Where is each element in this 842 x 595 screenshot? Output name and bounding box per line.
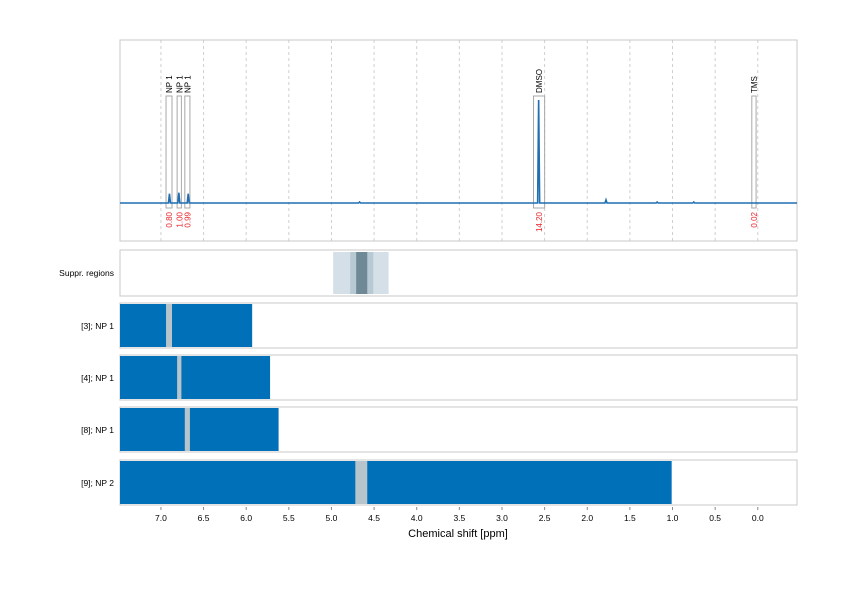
x-tick-label: 2.5 bbox=[539, 513, 551, 523]
x-tick-label: 0.0 bbox=[752, 513, 764, 523]
annotation-label: TMS bbox=[750, 76, 759, 93]
annotation-label: NP 1 bbox=[165, 75, 174, 93]
annotation-label: DMSO bbox=[535, 69, 544, 93]
annotation-box bbox=[533, 95, 546, 209]
x-tick-label: 7.0 bbox=[155, 513, 167, 523]
track-gap bbox=[177, 356, 182, 399]
x-tick-label: 0.5 bbox=[709, 513, 721, 523]
track-bar bbox=[120, 461, 672, 504]
track-bar bbox=[120, 304, 253, 347]
annotation-label: NP 1 bbox=[175, 75, 184, 93]
integral-value: 1.00 bbox=[175, 211, 184, 227]
track-label: [3]; NP 1 bbox=[81, 321, 114, 331]
x-tick-label: 4.0 bbox=[411, 513, 423, 523]
x-tick-label: 6.0 bbox=[240, 513, 252, 523]
integral-value: 0.99 bbox=[183, 211, 192, 227]
annotation-box bbox=[751, 95, 757, 209]
integral-value: 0.02 bbox=[750, 211, 759, 227]
track-gap bbox=[355, 461, 368, 504]
track-gap bbox=[184, 408, 190, 451]
annotation-label: NP 1 bbox=[183, 75, 192, 93]
integral-value: 14.20 bbox=[535, 211, 544, 232]
annotation-box bbox=[184, 95, 191, 209]
track-label: [4]; NP 1 bbox=[81, 373, 114, 383]
integral-value: 0.80 bbox=[165, 211, 174, 227]
suppression-label: Suppr. regions bbox=[59, 268, 114, 278]
suppression-frame bbox=[119, 249, 798, 297]
annotation-box bbox=[165, 95, 173, 209]
spectrum-frame bbox=[119, 39, 798, 242]
x-tick-label: 3.5 bbox=[453, 513, 465, 523]
x-tick-label: 6.5 bbox=[198, 513, 210, 523]
x-tick-label: 5.0 bbox=[326, 513, 338, 523]
x-tick-label: 1.5 bbox=[624, 513, 636, 523]
suppression-region bbox=[356, 252, 368, 294]
x-tick-label: 3.0 bbox=[496, 513, 508, 523]
x-axis-label: Chemical shift [ppm] bbox=[408, 528, 508, 540]
x-tick-label: 5.5 bbox=[283, 513, 295, 523]
annotation-box bbox=[176, 95, 182, 209]
track-gap bbox=[166, 304, 173, 347]
track-bar bbox=[120, 356, 271, 399]
track-label: [8]; NP 1 bbox=[81, 425, 114, 435]
x-tick-label: 1.0 bbox=[667, 513, 679, 523]
spectrum-line bbox=[120, 99, 797, 204]
track-label: [9]; NP 2 bbox=[81, 478, 114, 488]
x-tick-label: 2.0 bbox=[581, 513, 593, 523]
track-bar bbox=[120, 408, 279, 451]
x-tick-label: 4.5 bbox=[368, 513, 380, 523]
